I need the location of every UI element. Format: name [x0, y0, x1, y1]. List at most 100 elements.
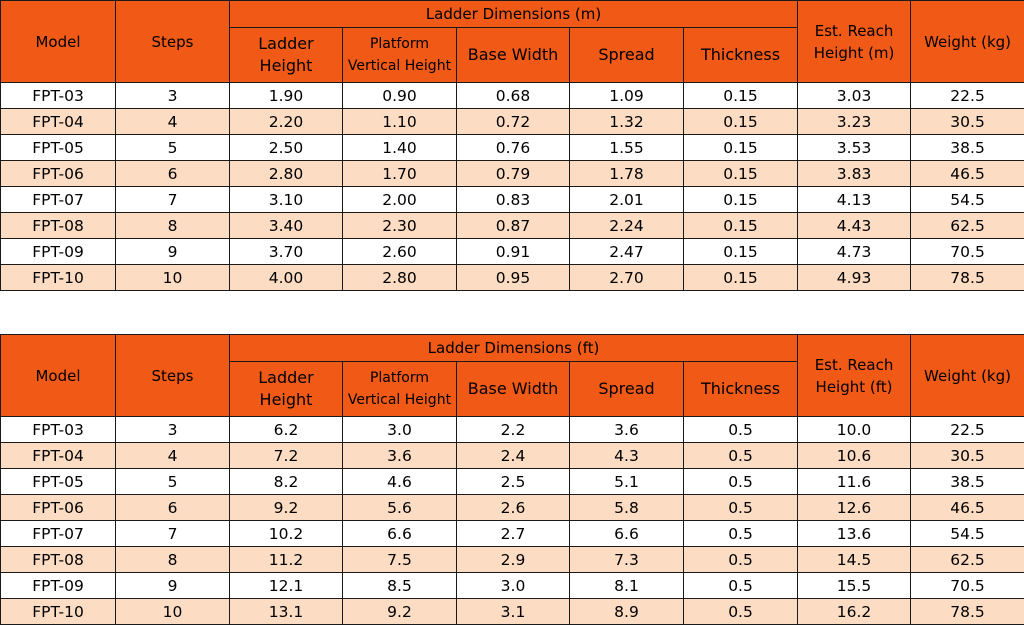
cell-ladder-height: 6.2 — [229, 416, 343, 443]
cell-steps: 5 — [115, 468, 230, 495]
cell-base-width: 0.72 — [456, 108, 570, 135]
cell-reach-height: 3.23 — [797, 108, 912, 135]
cell-reach-height: 3.83 — [797, 160, 912, 187]
cell-steps: 10 — [115, 264, 230, 291]
cell-steps: 3 — [115, 82, 230, 109]
cell-base-width: 2.7 — [456, 520, 570, 547]
cell-weight: 30.5 — [910, 442, 1024, 469]
cell-platform-height: 3.6 — [342, 442, 457, 469]
cell-model: FPT-09 — [0, 238, 116, 265]
cell-thickness: 0.5 — [682, 572, 799, 599]
cell-steps: 4 — [115, 108, 230, 135]
header-steps: Steps — [115, 0, 230, 83]
cell-weight: 78.5 — [910, 264, 1024, 291]
cell-ladder-height: 3.10 — [229, 186, 343, 213]
cell-thickness: 0.15 — [682, 160, 799, 187]
cell-reach-height: 16.2 — [797, 598, 912, 625]
cell-platform-height: 0.90 — [342, 82, 457, 109]
cell-model: FPT-06 — [0, 160, 116, 187]
cell-reach-height: 10.6 — [797, 442, 912, 469]
header-thickness: Thickness — [682, 361, 799, 417]
cell-spread: 1.55 — [569, 134, 684, 161]
cell-base-width: 3.1 — [456, 598, 570, 625]
cell-base-width: 2.5 — [456, 468, 570, 495]
cell-spread: 4.3 — [569, 442, 684, 469]
cell-reach-height: 15.5 — [797, 572, 912, 599]
cell-weight: 46.5 — [910, 494, 1024, 521]
table-row: FPT-05 5 2.50 1.40 0.76 1.55 0.15 3.53 38.5 — [0, 134, 1024, 161]
cell-weight: 38.5 — [910, 468, 1024, 495]
cell-ladder-height: 2.50 — [229, 134, 343, 161]
cell-reach-height: 3.03 — [797, 82, 912, 109]
cell-base-width: 2.2 — [456, 416, 570, 443]
cell-weight: 30.5 — [910, 108, 1024, 135]
table-row: FPT-06 6 2.80 1.70 0.79 1.78 0.15 3.83 46.5 — [0, 160, 1024, 187]
cell-ladder-height: 9.2 — [229, 494, 343, 521]
cell-thickness: 0.15 — [682, 238, 799, 265]
cell-thickness: 0.15 — [682, 212, 799, 239]
header-ladder-dimensions: Ladder Dimensions (m) — [228, 0, 799, 28]
cell-ladder-height: 12.1 — [229, 572, 343, 599]
header-weight: Weight (kg) — [910, 0, 1024, 83]
cell-base-width: 0.91 — [456, 238, 570, 265]
cell-ladder-height: 3.40 — [229, 212, 343, 239]
header-steps: Steps — [115, 334, 230, 417]
cell-thickness: 0.5 — [682, 598, 799, 625]
cell-platform-height: 8.5 — [342, 572, 457, 599]
cell-platform-height: 1.70 — [342, 160, 457, 187]
header-base-width: Base Width — [456, 27, 570, 83]
cell-thickness: 0.5 — [682, 546, 799, 573]
cell-reach-height: 11.6 — [797, 468, 912, 495]
header-platform-vertical-height: Platform Vertical Height — [342, 361, 457, 417]
cell-weight: 70.5 — [910, 572, 1024, 599]
table-row: FPT-09 9 3.70 2.60 0.91 2.47 0.15 4.73 70.5 — [0, 238, 1024, 265]
cell-weight: 54.5 — [910, 186, 1024, 213]
cell-thickness: 0.5 — [682, 442, 799, 469]
header-base-width: Base Width — [456, 361, 570, 417]
cell-base-width: 0.87 — [456, 212, 570, 239]
cell-model: FPT-04 — [0, 442, 116, 469]
cell-steps: 7 — [115, 520, 230, 547]
header-model: Model — [0, 0, 116, 83]
cell-thickness: 0.15 — [682, 108, 799, 135]
cell-ladder-height: 11.2 — [229, 546, 343, 573]
table-row: FPT-10 10 13.1 9.2 3.1 8.9 0.5 16.2 78.5 — [0, 598, 1024, 625]
cell-reach-height: 4.93 — [797, 264, 912, 291]
cell-base-width: 3.0 — [456, 572, 570, 599]
cell-platform-height: 2.80 — [342, 264, 457, 291]
cell-steps: 6 — [115, 160, 230, 187]
cell-platform-height: 1.10 — [342, 108, 457, 135]
header-thickness: Thickness — [682, 27, 799, 83]
cell-model: FPT-07 — [0, 520, 116, 547]
cell-thickness: 0.15 — [682, 186, 799, 213]
header-reach-height: Est. Reach Height (m) — [797, 0, 912, 83]
cell-reach-height: 4.43 — [797, 212, 912, 239]
cell-model: FPT-08 — [0, 546, 116, 573]
header-platform-vertical-height: Platform Vertical Height — [342, 27, 457, 83]
cell-thickness: 0.15 — [682, 82, 799, 109]
cell-reach-height: 14.5 — [797, 546, 912, 573]
header-ladder-height: Ladder Height — [229, 27, 343, 83]
cell-steps: 8 — [115, 546, 230, 573]
cell-steps: 7 — [115, 186, 230, 213]
cell-base-width: 0.79 — [456, 160, 570, 187]
cell-platform-height: 2.60 — [342, 238, 457, 265]
cell-base-width: 0.83 — [456, 186, 570, 213]
cell-ladder-height: 2.20 — [229, 108, 343, 135]
cell-platform-height: 5.6 — [342, 494, 457, 521]
cell-model: FPT-06 — [0, 494, 116, 521]
cell-model: FPT-05 — [0, 134, 116, 161]
cell-thickness: 0.5 — [682, 520, 799, 547]
cell-steps: 3 — [115, 416, 230, 443]
cell-weight: 46.5 — [910, 160, 1024, 187]
cell-ladder-height: 4.00 — [229, 264, 343, 291]
cell-weight: 38.5 — [910, 134, 1024, 161]
cell-reach-height: 12.6 — [797, 494, 912, 521]
table-row: FPT-08 8 3.40 2.30 0.87 2.24 0.15 4.43 62.5 — [0, 212, 1024, 239]
cell-base-width: 2.4 — [456, 442, 570, 469]
table-row: FPT-09 9 12.1 8.5 3.0 8.1 0.5 15.5 70.5 — [0, 572, 1024, 599]
cell-thickness: 0.5 — [682, 416, 799, 443]
cell-ladder-height: 1.90 — [229, 82, 343, 109]
cell-weight: 78.5 — [910, 598, 1024, 625]
cell-platform-height: 4.6 — [342, 468, 457, 495]
